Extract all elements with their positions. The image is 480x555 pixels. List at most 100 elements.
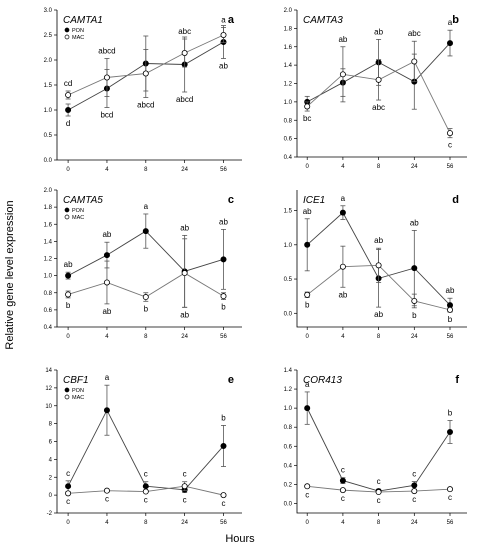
- y-tick-label: 0.4: [44, 325, 53, 331]
- sig-letter-PON: b: [448, 409, 453, 418]
- sig-letter-MAC: c: [144, 495, 148, 504]
- point-MAC: [446, 306, 453, 313]
- sig-letter-MAC: abcd: [98, 47, 115, 56]
- y-tick-label: 8: [49, 422, 53, 428]
- y-axis-label: Relative gene level expression: [4, 200, 16, 349]
- sig-letter-MAC: b: [66, 301, 71, 310]
- point-PON: [304, 241, 311, 248]
- legend-marker: [64, 214, 70, 220]
- point-MAC: [339, 263, 346, 270]
- x-tick-label: 0: [66, 520, 70, 526]
- point-PON: [220, 256, 227, 263]
- y-tick-label: 4: [49, 457, 53, 463]
- point-PON: [142, 228, 149, 235]
- x-tick-label: 0: [66, 334, 70, 340]
- gene-title: ICE1: [303, 195, 325, 206]
- sig-letter-MAC: c: [66, 497, 70, 506]
- sig-letter-PON: c: [377, 477, 381, 486]
- sig-letter-MAC: ab: [102, 307, 111, 316]
- sig-letter-PON: a: [305, 380, 310, 389]
- point-MAC: [142, 488, 149, 495]
- x-tick-label: 4: [341, 164, 345, 170]
- sig-letter-PON: a: [105, 373, 110, 382]
- legend-label: MAC: [72, 35, 84, 41]
- sig-letter-PON: ab: [102, 230, 111, 239]
- gene-title: CAMTA5: [63, 195, 103, 206]
- y-tick-label: 1.0: [44, 274, 53, 280]
- x-tick-label: 56: [220, 334, 227, 340]
- x-tick-label: 24: [181, 334, 188, 340]
- y-tick-label: 0.8: [44, 291, 53, 297]
- y-tick-label: 0.5: [284, 277, 293, 283]
- sig-letter-PON: ab: [374, 27, 383, 36]
- x-tick-label: 24: [181, 167, 188, 173]
- point-MAC: [375, 489, 382, 496]
- axis-frame: [296, 190, 467, 328]
- legend-label: MAC: [72, 215, 84, 221]
- point-PON: [103, 407, 110, 414]
- sig-letter-PON: ab: [410, 218, 419, 227]
- sig-letter-PON: ab: [374, 310, 383, 319]
- sig-letter-PON: d: [66, 119, 70, 128]
- point-MAC: [220, 32, 227, 39]
- panel-b: 0.4 0.6 0.8 1.0 1.2 1.4 1.6 1.8 2.0 0 4 8 24 56 CAMTA3…: [284, 8, 467, 170]
- legend-marker: [64, 34, 70, 40]
- x-tick-label: 4: [105, 167, 109, 173]
- legend-label: PON: [72, 28, 84, 34]
- point-MAC: [142, 294, 149, 301]
- y-tick-label: 10: [45, 404, 52, 410]
- x-tick-label: 8: [144, 167, 148, 173]
- sig-letter-PON: b: [221, 413, 226, 422]
- sig-letter-MAC: c: [341, 494, 345, 503]
- sig-letter-PON: a: [341, 194, 346, 203]
- y-tick-label: 0.0: [284, 501, 293, 507]
- x-tick-label: 8: [377, 334, 381, 340]
- sig-letter-MAC: c: [448, 141, 452, 150]
- point-PON: [446, 40, 453, 47]
- legend-marker: [64, 394, 70, 400]
- sig-letter-MAC: ab: [374, 236, 383, 245]
- x-tick-label: 0: [306, 520, 310, 526]
- x-tick-label: 24: [411, 334, 418, 340]
- x-tick-label: 56: [220, 167, 227, 173]
- sig-letter-MAC: ab: [338, 35, 347, 44]
- x-tick-label: 56: [447, 334, 454, 340]
- y-tick-label: 2: [49, 475, 53, 481]
- sig-letter-MAC: c: [183, 470, 187, 479]
- y-tick-label: 1.0: [284, 243, 293, 249]
- legend-marker: [64, 207, 70, 213]
- y-tick-label: 0.0: [284, 311, 293, 317]
- sig-letter-PON: ab: [219, 62, 228, 71]
- sig-letter-MAC: c: [222, 499, 226, 508]
- point-PON: [103, 252, 110, 259]
- sig-letter-MAC: bc: [303, 114, 311, 123]
- point-PON: [411, 265, 418, 272]
- y-tick-label: 2.0: [44, 188, 53, 194]
- x-tick-label: 4: [341, 334, 345, 340]
- x-tick-label: 56: [447, 164, 454, 170]
- axis-frame: [56, 370, 242, 514]
- sig-letter-PON: c: [341, 466, 345, 475]
- point-MAC: [304, 483, 311, 490]
- x-tick-label: 4: [105, 334, 109, 340]
- y-tick-label: -2: [47, 511, 53, 517]
- y-tick-label: 1.0: [284, 406, 293, 412]
- panel-letter: d: [452, 194, 459, 206]
- point-MAC: [304, 291, 311, 298]
- point-MAC: [411, 58, 418, 65]
- panel-letter: a: [228, 14, 235, 26]
- y-tick-label: 0.5: [44, 133, 53, 139]
- legend-label: PON: [72, 208, 84, 214]
- x-tick-label: 8: [144, 520, 148, 526]
- y-tick-label: 14: [45, 368, 52, 374]
- sig-letter-MAC: b: [305, 301, 310, 310]
- gene-title: CAMTA3: [303, 15, 343, 26]
- point-PON: [142, 483, 149, 490]
- sig-letter-MAC: c: [377, 496, 381, 505]
- x-tick-label: 24: [411, 520, 418, 526]
- y-tick-label: 1.2: [44, 257, 53, 263]
- y-tick-label: 1.4: [44, 239, 53, 245]
- sig-letter-PON: ab: [64, 260, 73, 269]
